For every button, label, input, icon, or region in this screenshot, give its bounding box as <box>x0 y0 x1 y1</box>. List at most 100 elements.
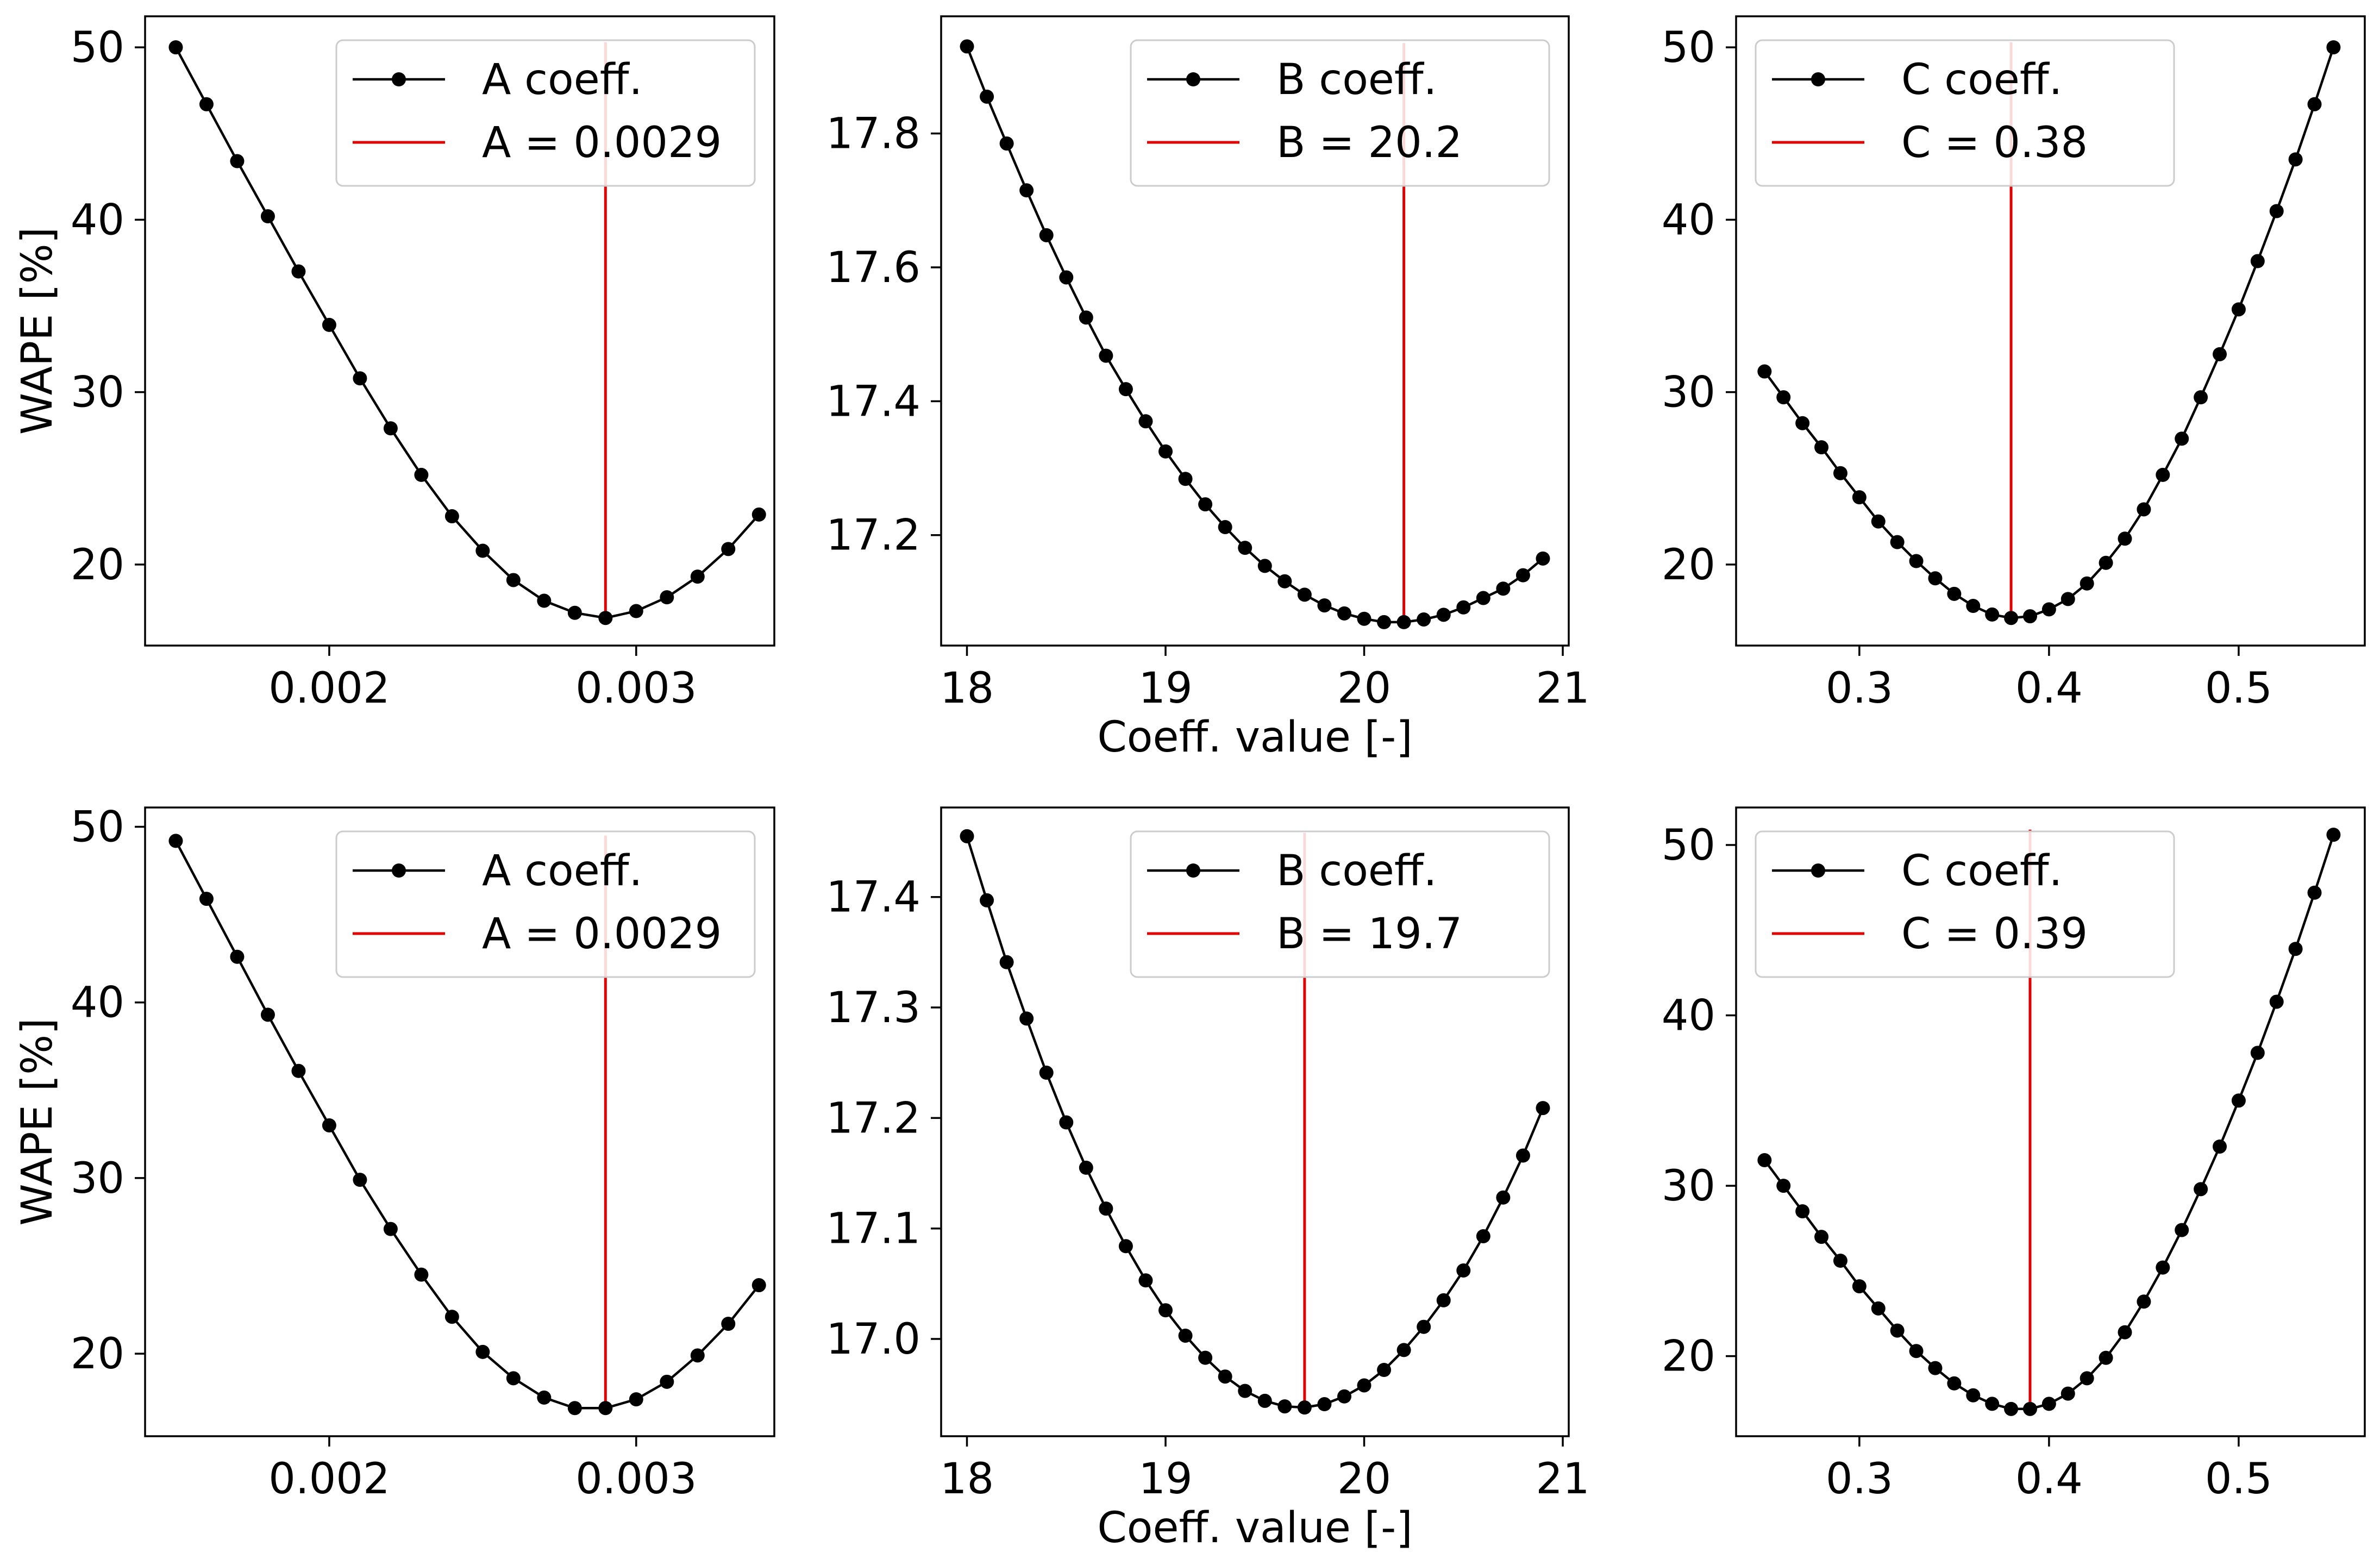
data-point <box>721 542 736 556</box>
x-axis-label: Coeff. value [-] <box>1097 713 1412 762</box>
data-point <box>414 467 429 482</box>
data-point <box>2231 1093 2246 1108</box>
data-point <box>475 1344 490 1359</box>
x-tick-label: 21 <box>1536 1455 1589 1504</box>
data-point <box>2288 152 2303 167</box>
chart-panel-6: 0.3 0.4 0.5 20 30 40 50 C coeff. C = 0.39 <box>1662 806 2366 1504</box>
data-point <box>1019 1011 1034 1026</box>
data-point <box>567 605 582 620</box>
x-tick-label: 20 <box>1337 664 1391 713</box>
legend-series-marker <box>392 72 406 86</box>
data-point <box>1966 1388 1981 1403</box>
y-tick-label: 20 <box>71 1330 124 1379</box>
x-tick-label: 0.3 <box>1826 1455 1893 1504</box>
legend-series-label: A coeff. <box>482 847 642 896</box>
data-point <box>1947 1376 1962 1391</box>
data-point <box>690 569 705 584</box>
legend-box <box>1755 830 2175 978</box>
data-point <box>1928 1361 1943 1375</box>
data-point <box>1079 310 1093 325</box>
data-point <box>1178 472 1193 486</box>
data-point <box>1833 466 1847 480</box>
legend-series-marker <box>1186 863 1200 878</box>
data-point <box>2080 576 2094 591</box>
legend-optimum-label: B = 20.2 <box>1276 118 1462 167</box>
y-tick-label: 17.2 <box>826 1094 920 1143</box>
data-point <box>537 1390 552 1405</box>
data-point <box>475 543 490 558</box>
x-axis-label: Coeff. value [-] <box>1097 1504 1412 1553</box>
data-point <box>2326 828 2341 842</box>
legend: A coeff. A = 0.0029 <box>335 39 756 187</box>
x-tick-label: 0.4 <box>2015 1455 2083 1504</box>
y-axis-label: WAPE [%] <box>13 227 62 435</box>
axes-frame <box>144 806 775 1437</box>
data-point <box>598 1401 613 1416</box>
data-point <box>1947 586 1962 601</box>
data-point <box>1357 611 1371 626</box>
data-point <box>2194 1182 2208 1197</box>
chart-panel-4: 0.002 0.003 20 30 40 50 WAPE [%] A coeff. A = 0.… <box>13 803 775 1504</box>
data-point <box>1985 1397 2000 1411</box>
data-point <box>2156 1260 2170 1275</box>
data-point <box>230 949 245 964</box>
data-point <box>383 421 398 436</box>
x-tick-label: 0.5 <box>2205 1455 2272 1504</box>
data-point <box>2231 302 2246 317</box>
y-tick-label: 50 <box>71 23 124 72</box>
data-point <box>291 1063 306 1078</box>
legend-optimum-label: C = 0.38 <box>1901 118 2088 167</box>
data-point <box>2041 602 2056 617</box>
axes-frame <box>144 15 775 647</box>
data-point <box>2307 885 2322 900</box>
data-point <box>1871 1301 1886 1316</box>
y-tick-label: 20 <box>1662 541 1715 590</box>
data-point <box>1277 1399 1292 1414</box>
legend-series-label: C coeff. <box>1901 847 2062 896</box>
data-point <box>1198 1350 1213 1365</box>
data-point <box>1138 414 1153 429</box>
data-point <box>1757 1153 1772 1168</box>
legend-box <box>1755 39 2175 187</box>
x-tick-label: 0.003 <box>575 1455 697 1504</box>
data-point <box>168 834 183 848</box>
data-point <box>1814 440 1829 455</box>
data-point <box>980 893 994 907</box>
data-point <box>2269 204 2284 218</box>
y-axis-label: WAPE [%] <box>13 1018 62 1225</box>
legend: B coeff. B = 19.7 <box>1130 830 1550 978</box>
x-tick-label: 0.002 <box>268 664 390 713</box>
data-point <box>1928 571 1943 586</box>
data-point <box>1138 1273 1153 1288</box>
data-point <box>2175 1223 2189 1237</box>
data-point <box>1218 1369 1232 1384</box>
data-point <box>1099 348 1113 363</box>
y-tick-label: 17.6 <box>826 243 920 292</box>
data-point <box>2250 254 2265 268</box>
data-point <box>1776 1179 1791 1193</box>
data-point <box>1019 183 1034 198</box>
data-point <box>1297 1400 1312 1415</box>
axes-frame <box>940 806 1570 1437</box>
y-tick-label: 30 <box>1662 368 1715 417</box>
y-tick-label: 40 <box>71 196 124 245</box>
data-point <box>751 1278 766 1293</box>
data-point <box>506 1371 521 1386</box>
x-tick-label: 21 <box>1536 664 1589 713</box>
data-point <box>1515 1148 1530 1163</box>
data-point <box>2326 40 2341 55</box>
data-point <box>1059 1115 1074 1130</box>
x-tick-label: 19 <box>1138 664 1192 713</box>
data-point <box>291 264 306 279</box>
data-point <box>1456 1263 1471 1278</box>
x-tick-label: 0.003 <box>575 664 697 713</box>
data-point <box>506 573 521 587</box>
legend-box <box>335 39 756 187</box>
legend-series-label: B coeff. <box>1276 847 1437 896</box>
chart-panel-2: 18 19 20 21 17.2 17.4 17.6 17.8 Coeff. value [-]… <box>826 15 1590 762</box>
data-point <box>1417 1319 1431 1334</box>
legend-series-marker <box>1811 863 1825 878</box>
data-point <box>1079 1160 1093 1175</box>
legend-series-label: C coeff. <box>1901 55 2062 104</box>
